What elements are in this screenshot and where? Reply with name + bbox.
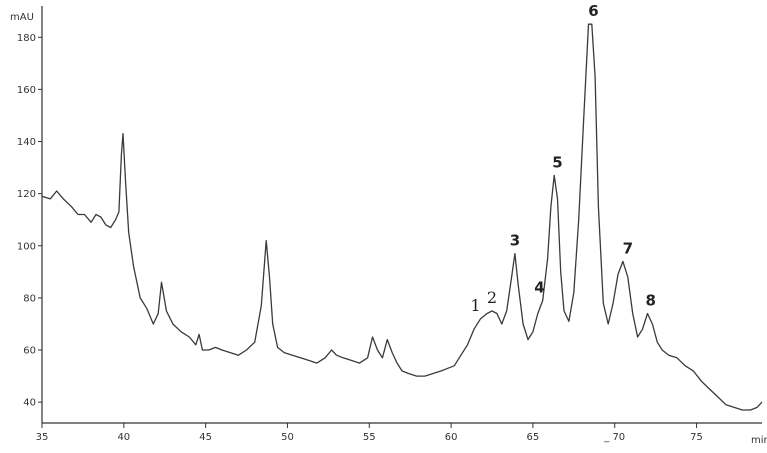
- x-tick-label: 45: [199, 432, 212, 443]
- y-axis-unit-label: mAU: [10, 12, 34, 23]
- y-tick-label: 60: [23, 346, 36, 357]
- x-tick-label: 40: [117, 432, 130, 443]
- peak-label-5: 5: [552, 153, 562, 171]
- x-axis-unit-label: min: [751, 435, 767, 446]
- y-tick-label: 80: [23, 293, 36, 304]
- y-tick-label: 40: [23, 398, 36, 409]
- y-tick-label: 120: [17, 189, 36, 200]
- peak-label-8: 8: [646, 292, 656, 310]
- y-tick-label: 180: [17, 33, 36, 44]
- y-tick-label: 100: [17, 241, 36, 252]
- y-tick-label: 160: [17, 85, 36, 96]
- x-tick-label: _ 70: [603, 432, 625, 443]
- peak-label-4: 4: [534, 279, 544, 297]
- x-tick-label: 60: [445, 432, 458, 443]
- x-tick-label: 50: [281, 432, 294, 443]
- peak-label-7: 7: [623, 239, 633, 257]
- plot-area: [41, 23, 763, 411]
- peak-label-2: 2: [487, 288, 497, 307]
- y-tick-label: 140: [17, 137, 36, 148]
- x-tick-label: 75: [690, 432, 703, 443]
- peak-label-6: 6: [588, 2, 598, 20]
- x-tick-label: 35: [36, 432, 49, 443]
- chromatogram-trace: [41, 23, 763, 411]
- peak-labels: 1 2 3 4 5 6 7 8: [471, 2, 656, 315]
- peak-label-3: 3: [510, 232, 520, 250]
- x-tick-label: 65: [527, 432, 540, 443]
- peak-label-1: 1: [471, 296, 481, 315]
- x-tick-label: 55: [363, 432, 376, 443]
